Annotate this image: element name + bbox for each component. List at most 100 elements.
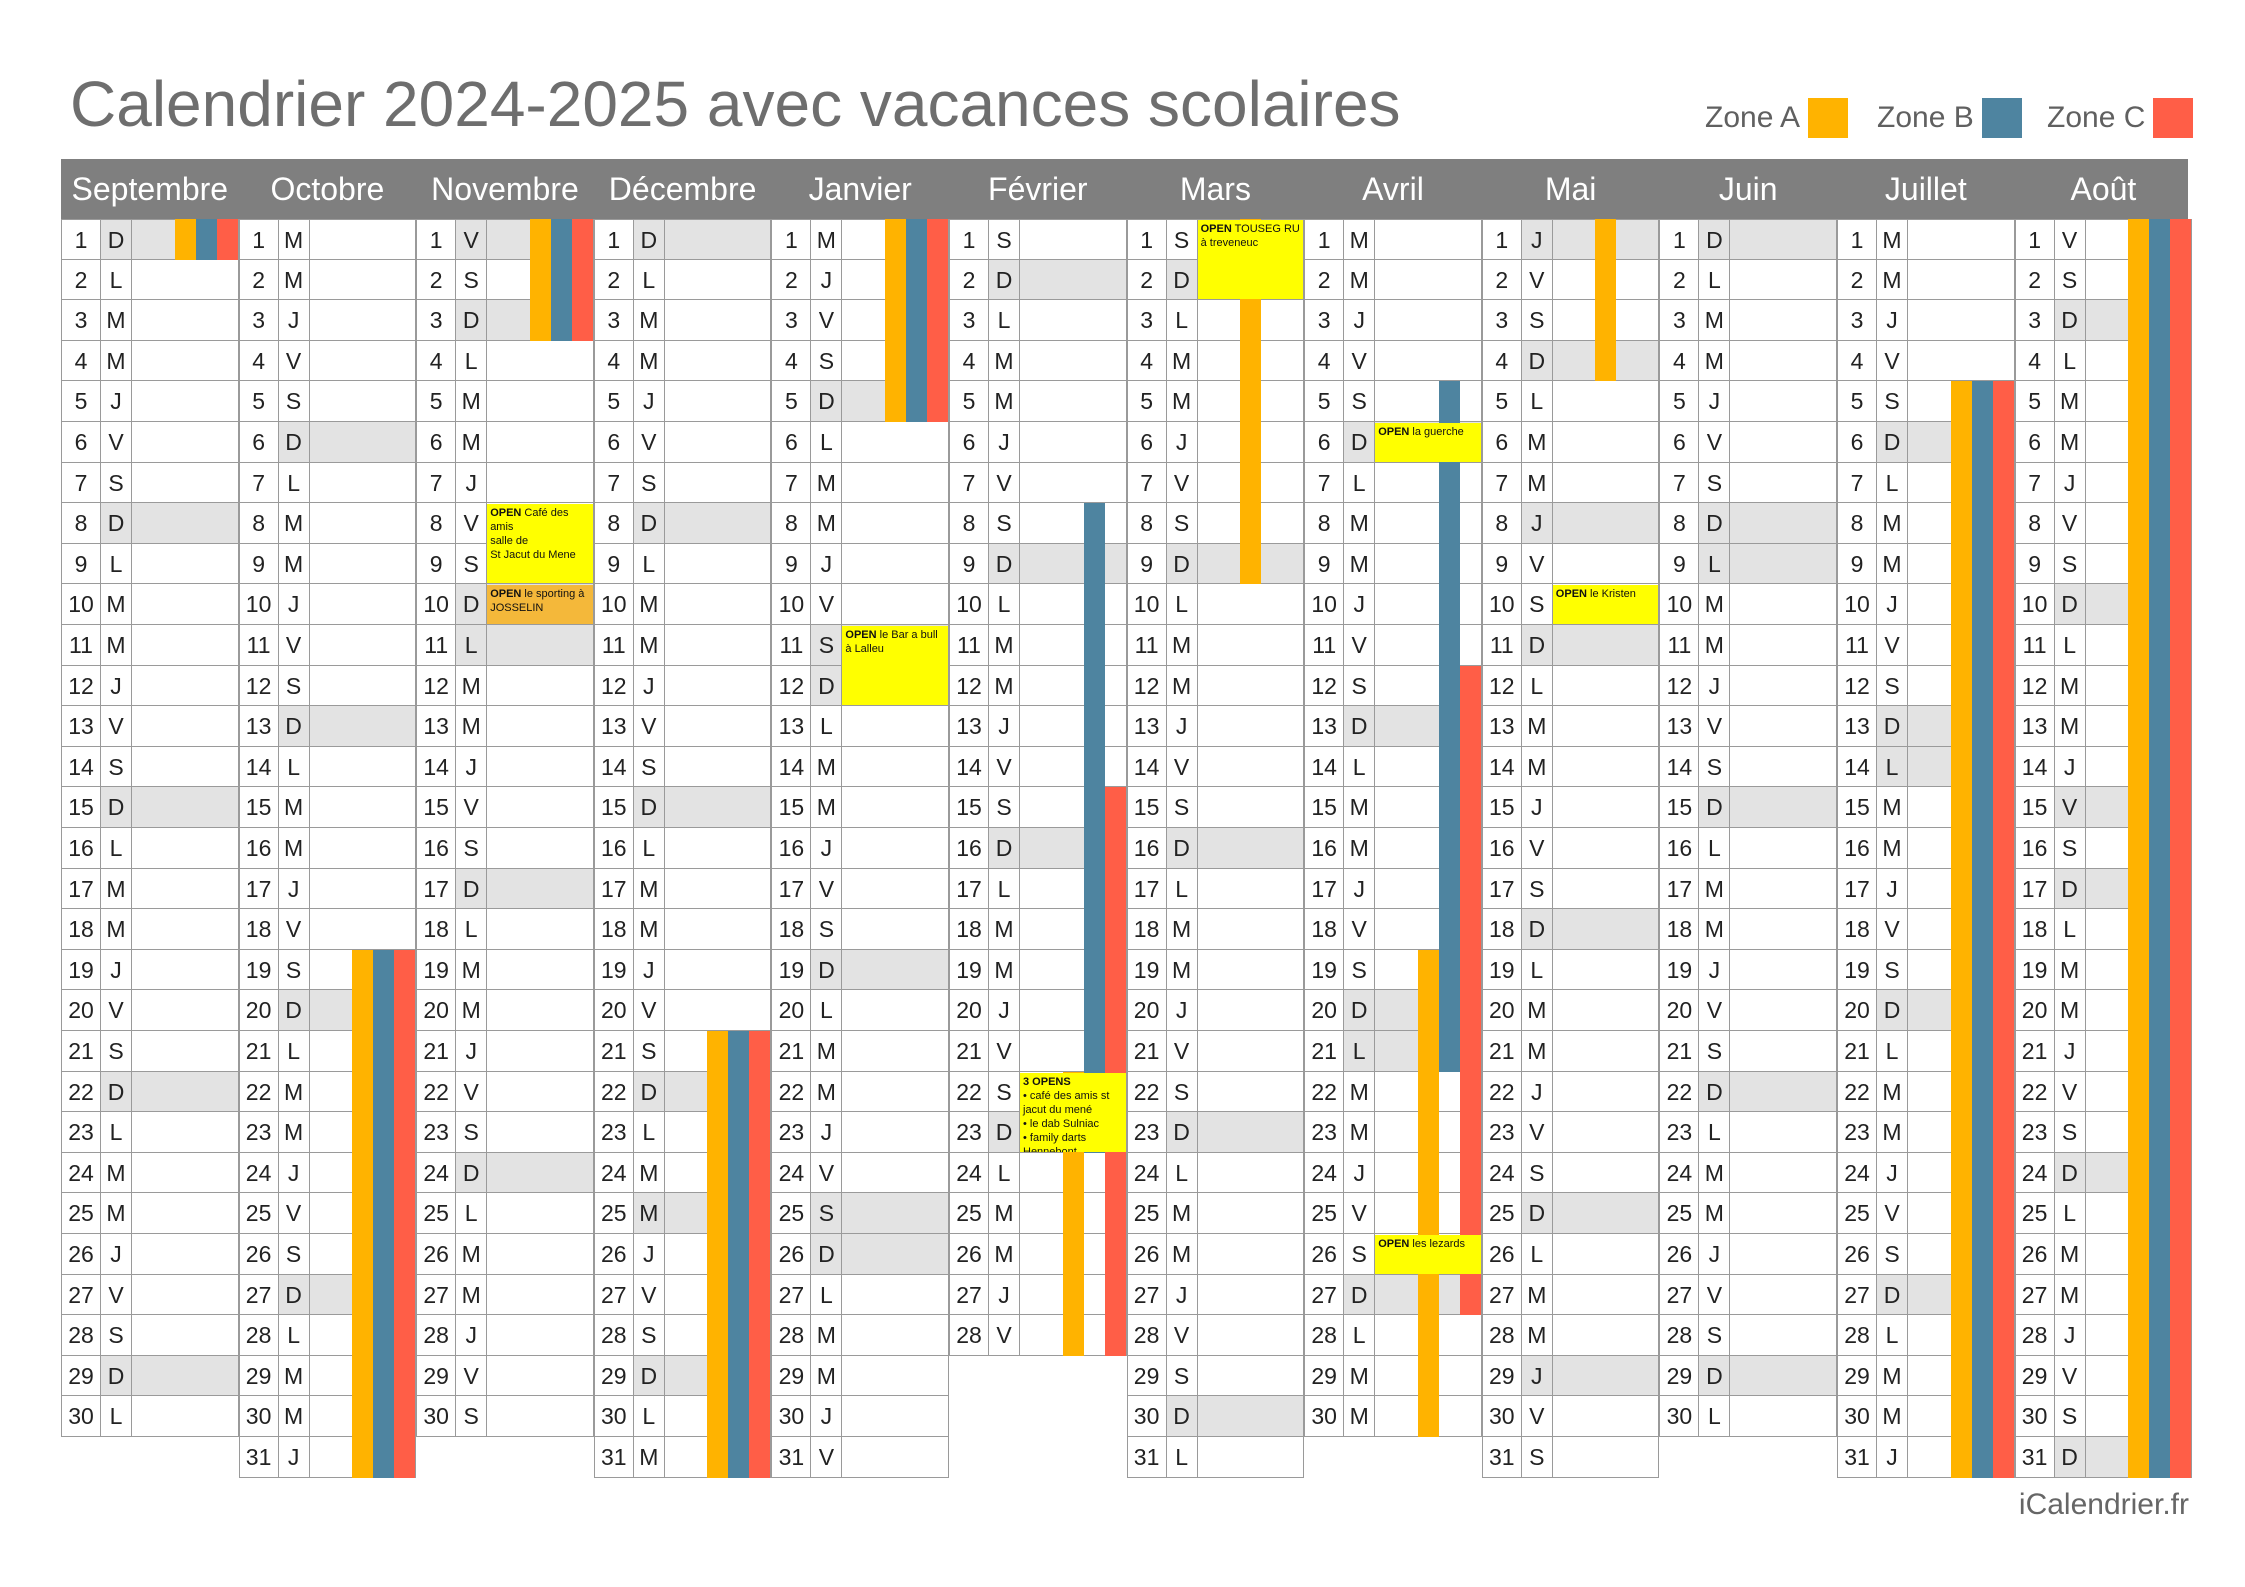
weekday-letter: M	[633, 868, 665, 910]
day-number: 4	[949, 340, 989, 382]
day-number: 4	[2014, 340, 2055, 382]
day-number: 13	[1304, 706, 1345, 747]
weekday-letter: L	[2054, 625, 2086, 666]
weekday-letter: D	[2054, 1437, 2086, 1478]
vacation-bar	[1083, 503, 1105, 1153]
vacation-bar	[571, 219, 593, 341]
weekday-letter: J	[456, 746, 488, 788]
day-number: 25	[593, 1193, 634, 1234]
day-number: 16	[61, 828, 101, 869]
day-event-area	[1730, 584, 1837, 625]
weekday-letter: M	[1166, 1234, 1198, 1275]
weekday-letter: M	[278, 1396, 310, 1437]
day-number: 18	[1659, 909, 1700, 950]
weekday-letter: S	[989, 219, 1020, 260]
day-event-area	[132, 1274, 239, 1316]
day-number: 8	[1304, 503, 1345, 544]
day-event-area	[664, 422, 772, 463]
weekday-letter: M	[989, 381, 1020, 422]
weekday-letter: V	[101, 990, 132, 1031]
weekday-letter: J	[456, 1315, 488, 1356]
day-number: 24	[1126, 1152, 1167, 1194]
weekday-letter: J	[1877, 868, 1908, 910]
day-number: 4	[1659, 340, 1700, 382]
day-number: 26	[771, 1234, 812, 1275]
day-number: 7	[1659, 462, 1700, 504]
day-number: 14	[238, 746, 279, 788]
weekday-letter: M	[2054, 1274, 2086, 1316]
day-event-area	[1020, 706, 1127, 747]
day-number: 29	[1659, 1355, 1700, 1397]
vacation-bar	[1417, 949, 1439, 1437]
day-event-area	[1375, 300, 1482, 341]
day-event-area	[132, 1315, 239, 1356]
weekday-letter: V	[1166, 1031, 1198, 1072]
day-number: 6	[593, 422, 634, 463]
day-event-area	[487, 868, 594, 910]
day-event-area	[1197, 787, 1305, 828]
day-number: 13	[61, 706, 101, 747]
day-number: 11	[593, 625, 634, 666]
event-note-tag: OPEN	[490, 588, 522, 601]
day-event-area	[487, 1234, 594, 1275]
weekday-letter: J	[278, 1437, 310, 1478]
day-number: 9	[771, 543, 812, 585]
vacation-bar	[906, 219, 927, 422]
vacation-bar	[373, 949, 395, 1478]
weekday-letter: L	[1877, 1031, 1908, 1072]
weekday-letter: D	[1699, 787, 1731, 828]
month-header: Décembre	[608, 171, 757, 207]
vacation-bar	[707, 1031, 729, 1478]
day-event-area	[664, 787, 772, 828]
weekday-letter: J	[989, 422, 1020, 463]
event-note-text: salle de	[490, 535, 529, 548]
day-number: 5	[771, 381, 812, 422]
day-number: 2	[949, 259, 989, 301]
day-event-area	[1197, 1355, 1305, 1397]
weekday-letter: J	[1699, 665, 1731, 707]
vacation-bar	[885, 219, 906, 422]
day-number: 6	[1837, 422, 1877, 463]
weekday-letter: V	[633, 706, 665, 747]
day-number: 17	[771, 868, 812, 910]
day-event-area	[1730, 422, 1837, 463]
day-event-area	[1375, 625, 1482, 666]
weekday-letter: L	[811, 706, 843, 747]
day-number: 11	[1837, 625, 1877, 666]
event-note: OPEN Café des amis salle de St Jacut du M…	[487, 504, 593, 584]
weekday-letter: J	[2054, 462, 2086, 504]
weekday-letter: M	[1521, 462, 1553, 504]
day-number: 30	[1304, 1396, 1345, 1437]
day-number: 6	[1481, 422, 1522, 463]
weekday-letter: D	[633, 1071, 665, 1113]
day-number: 17	[1837, 868, 1877, 910]
weekday-letter: S	[1166, 503, 1198, 544]
day-number: 10	[1126, 584, 1167, 625]
day-number: 22	[2014, 1071, 2055, 1113]
day-event-area	[1197, 1437, 1305, 1478]
weekday-letter: D	[633, 1355, 665, 1397]
day-number: 11	[1659, 625, 1700, 666]
day-event-area	[1552, 1193, 1660, 1234]
weekday-letter: L	[456, 909, 488, 950]
day-number: 27	[1659, 1274, 1700, 1316]
day-number: 1	[771, 219, 812, 260]
day-number: 1	[949, 219, 989, 260]
day-event-area	[664, 503, 772, 544]
day-event-area	[1552, 1071, 1660, 1113]
day-number: 16	[1304, 828, 1345, 869]
weekday-letter: V	[1699, 990, 1731, 1031]
weekday-letter: V	[1521, 828, 1553, 869]
day-event-area	[1730, 1193, 1837, 1234]
event-note-tag: 3 OPENS	[1023, 1075, 1071, 1088]
day-number: 14	[61, 746, 101, 788]
vacation-bar	[2149, 219, 2171, 1478]
day-number: 26	[61, 1234, 101, 1275]
vacation-bar	[927, 219, 948, 422]
day-number: 17	[238, 868, 279, 910]
weekday-letter: D	[1521, 909, 1553, 950]
weekday-letter: D	[989, 543, 1020, 585]
weekday-letter: M	[1521, 706, 1553, 747]
day-event-area	[1730, 990, 1837, 1031]
day-number: 7	[238, 462, 279, 504]
